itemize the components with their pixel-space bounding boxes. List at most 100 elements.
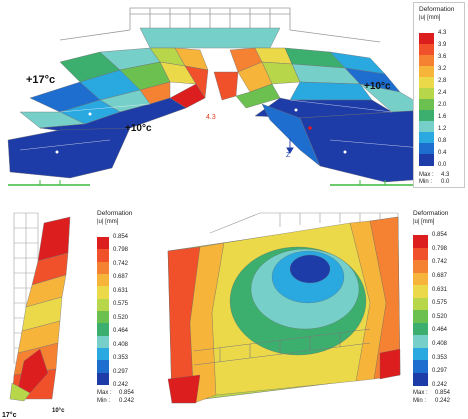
legend-tick-label: 0.408 <box>432 341 448 348</box>
legend-tick-label: 0.742 <box>113 260 129 267</box>
legend-unit: |u| [mm] <box>419 15 441 21</box>
side-view-figure: 17°c 10°c Deformation |u| [mm] 0.854 0.79… <box>0 203 140 419</box>
legend-tick-label: 0.353 <box>113 355 129 362</box>
legend-tick-label: 0.631 <box>113 287 129 294</box>
legend-tick-label: 0.687 <box>432 272 448 279</box>
legend-tick-label: 0.520 <box>113 314 129 321</box>
legend-max: Max :0.854 <box>413 390 451 396</box>
legend-tick-label: 0.464 <box>432 327 448 334</box>
color-swatch <box>413 347 428 361</box>
color-swatch <box>419 55 434 67</box>
legend-tick-label: 2.4 <box>438 90 447 96</box>
legend-tick-label: 0.854 <box>113 234 129 240</box>
legend-tick-label: 0.575 <box>113 301 129 308</box>
side-view-legend: Deformation |u| [mm] 0.854 0.798 0.742 0.68… <box>92 207 136 407</box>
color-swatch <box>413 285 428 298</box>
color-swatch <box>97 237 109 250</box>
legend-tick-label: 1.6 <box>438 114 447 120</box>
legend-tick-label: 0.242 <box>113 382 129 388</box>
color-swatch <box>97 360 109 374</box>
color-scale: 4.3 3.9 3.6 3.2 2.8 2.4 2.0 1.6 1.2 0.8 0.4 0.0 <box>419 30 446 168</box>
slab-contour-plot <box>167 212 401 404</box>
z-axis-label: Z <box>286 152 291 159</box>
color-swatch <box>419 77 434 89</box>
color-swatch <box>413 322 428 336</box>
legend-title: Deformation <box>413 210 449 217</box>
temperature-label-right: +10°c <box>364 81 391 92</box>
side-view-bands <box>9 216 71 402</box>
color-swatch <box>419 143 434 155</box>
color-swatch <box>97 335 109 349</box>
legend-tick-label: 4.3 <box>438 30 447 36</box>
legend-tick-label: 3.9 <box>438 42 447 48</box>
temperature-label-center: +10°c <box>125 123 152 134</box>
legend-tick-label: 0.297 <box>432 368 448 375</box>
slab-legend: Deformation |u| [mm] 0.854 0.798 0.742 0.68… <box>408 207 464 407</box>
arch-frame-lines <box>59 7 381 43</box>
legend-max: Max :4.3 <box>419 172 450 178</box>
legend-max: Max :0.854 <box>97 390 135 396</box>
arch-deformation-figure: +17°c +10°c +10°c 4.3 Z Deformation |u| … <box>0 0 468 200</box>
legend-tick-label: 0.798 <box>113 247 129 254</box>
color-swatch <box>419 66 434 78</box>
temperature-label-10: 10°c <box>52 408 65 414</box>
legend-tick-label: 2.8 <box>438 78 447 84</box>
color-swatch <box>97 323 109 337</box>
color-swatch <box>97 249 109 263</box>
z-axis-arrow <box>286 138 294 154</box>
slab-contour-bands <box>167 216 401 404</box>
color-swatch <box>419 132 434 144</box>
temperature-label-left: +17°c <box>26 74 56 86</box>
legend-title: Deformation <box>419 6 455 13</box>
node-markers <box>55 108 347 154</box>
max-deformation-marker: 4.3 <box>206 114 216 121</box>
legend-unit: |u| [mm] <box>97 219 119 225</box>
color-swatch <box>413 360 428 373</box>
legend-tick-label: 0.353 <box>432 354 448 361</box>
color-scale: 0.854 0.798 0.742 0.687 0.631 0.575 0.520 0.464… <box>97 234 128 388</box>
side-view-contour-plot <box>9 212 71 402</box>
color-swatch <box>97 274 109 287</box>
legend-tick-label: 1.2 <box>438 126 447 132</box>
color-swatch <box>413 247 428 261</box>
legend-tick-label: 0.464 <box>113 328 129 335</box>
legend-tick-label: 3.6 <box>438 54 447 60</box>
legend-tick-label: 0.242 <box>432 382 448 388</box>
legend-min: Min :0.242 <box>413 398 451 404</box>
color-swatch <box>413 260 428 273</box>
slab-bottom-frame <box>193 328 371 366</box>
keystone-segment <box>139 27 281 49</box>
legend-tick-label: 0.4 <box>438 150 447 156</box>
color-swatch <box>419 121 434 133</box>
color-swatch <box>413 235 428 248</box>
color-swatch <box>97 286 109 300</box>
legend-unit: |u| [mm] <box>413 219 435 225</box>
color-swatch <box>419 99 434 111</box>
legend-tick-label: 0.631 <box>432 286 448 293</box>
legend-tick-label: 2.0 <box>438 102 447 108</box>
color-swatch <box>413 335 428 348</box>
legend-title: Deformation <box>97 210 133 217</box>
color-swatch <box>97 261 109 275</box>
top-legend: Deformation |u| [mm] 4.3 3.9 3.6 3.2 2.8 2.4 2… <box>413 2 465 188</box>
color-scale: 0.854 0.798 0.742 0.687 0.631 0.575 0.520 0.464… <box>413 232 447 388</box>
legend-tick-label: 0.575 <box>432 300 448 307</box>
legend-min: Min :0.0 <box>419 179 450 185</box>
color-swatch <box>419 33 434 45</box>
legend-tick-label: 0.297 <box>113 368 129 375</box>
color-swatch <box>413 297 428 311</box>
color-swatch <box>419 88 434 100</box>
legend-tick-label: 0.8 <box>438 138 447 144</box>
arch-contour-plot <box>7 7 456 186</box>
color-swatch <box>97 372 109 386</box>
color-swatch <box>413 272 428 286</box>
legend-min: Min :0.242 <box>97 398 135 404</box>
legend-tick-label: 0.742 <box>432 259 448 266</box>
color-swatch <box>419 110 434 122</box>
legend-tick-label: 0.408 <box>113 341 129 348</box>
legend-tick-label: 0.854 <box>432 232 448 238</box>
color-swatch <box>413 372 428 386</box>
legend-tick-label: 0.0 <box>438 162 447 168</box>
legend-tick-label: 3.2 <box>438 66 447 72</box>
probe-marker <box>308 126 312 130</box>
